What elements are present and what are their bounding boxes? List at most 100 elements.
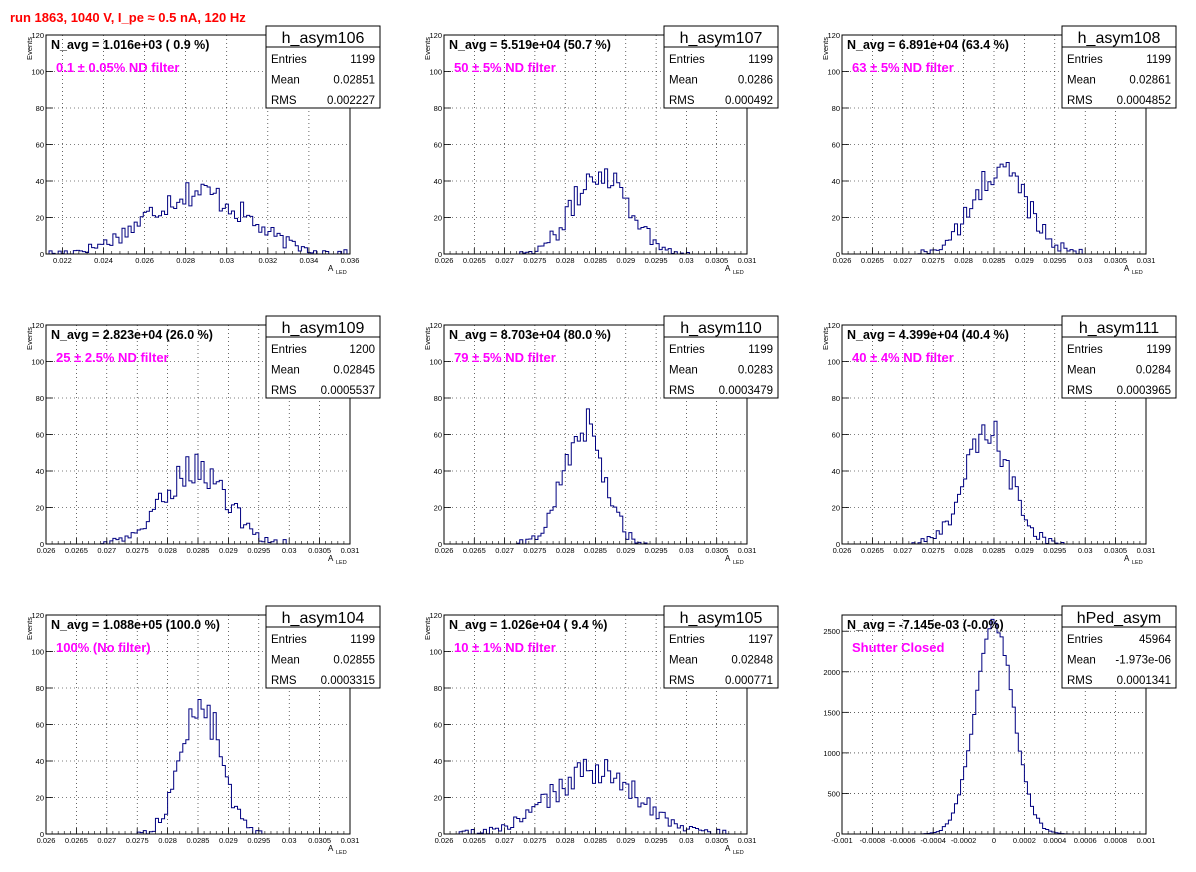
x-tick-label: 0.027 xyxy=(893,546,912,555)
x-tick-label: 0.0305 xyxy=(705,546,728,555)
y-tick-label: 60 xyxy=(36,431,44,440)
stats-label: Entries xyxy=(669,54,705,66)
y-tick-label: 60 xyxy=(832,431,840,440)
histogram-panel-h_asym107: 0.026 0.0265 0.027 0.0275 0.028 0.0285 0.029 0.… xyxy=(423,25,779,276)
x-tick-label: 0.031 xyxy=(738,836,757,845)
x-axis-title: A xyxy=(725,844,731,853)
stats-value: 1197 xyxy=(748,634,773,646)
x-tick-label: 0.029 xyxy=(1015,256,1034,265)
y-tick-label: 20 xyxy=(434,794,442,803)
stats-label: RMS xyxy=(1067,95,1093,107)
y-tick-label: 2000 xyxy=(823,668,840,677)
y-tick-label: 120 xyxy=(31,31,44,40)
x-tick-label: 0.0305 xyxy=(1104,546,1127,555)
y-tick-label: 60 xyxy=(832,141,840,150)
y-tick-label: 20 xyxy=(434,504,442,513)
stats-label: Entries xyxy=(271,344,307,356)
x-tick-label: 0.0265 xyxy=(463,836,486,845)
x-tick-label: 0.0305 xyxy=(705,256,728,265)
y-axis-title: Events xyxy=(821,37,830,60)
x-tick-label: 0.026 xyxy=(435,256,454,265)
x-tick-label: 0.0265 xyxy=(861,256,884,265)
x-tick-label: 0.0008 xyxy=(1104,836,1127,845)
x-tick-label: 0.0295 xyxy=(645,836,668,845)
stats-box xyxy=(663,25,779,109)
x-axis-title: A xyxy=(1124,554,1130,563)
y-tick-label: 100 xyxy=(31,68,44,77)
stats-label: Mean xyxy=(271,75,300,87)
x-tick-label: -0.0006 xyxy=(890,836,915,845)
x-tick-label: 0.027 xyxy=(97,836,116,845)
x-tick-label: 0.03 xyxy=(219,256,234,265)
filter-label: 100% (No filter) xyxy=(56,640,151,655)
y-tick-label-zero: 0 xyxy=(438,830,442,839)
stats-value: 0.02845 xyxy=(333,365,375,377)
histogram-panel-h_asym106: 0.022 0.024 0.026 0.028 0.03 0.032 0.034 0.036 2… xyxy=(25,25,381,276)
x-tick-label: 0.026 xyxy=(135,256,154,265)
stats-label: RMS xyxy=(669,95,695,107)
stats-value: 0.0286 xyxy=(738,75,773,87)
stats-value: 0.02851 xyxy=(333,75,375,87)
x-tick-label: 0.03 xyxy=(679,546,694,555)
y-tick-label: 20 xyxy=(36,504,44,513)
hist-name: hPed_asym xyxy=(1077,610,1162,627)
x-tick-label: 0.031 xyxy=(1137,546,1156,555)
y-tick-label: 100 xyxy=(827,358,840,367)
histogram-panel-hPed_asym: -0.001 -0.0008 -0.0006 -0.0004 -0.0002 0 0.000… xyxy=(823,605,1177,845)
x-tick-label: 0.034 xyxy=(300,256,319,265)
x-tick-label: 0.0285 xyxy=(187,836,210,845)
x-tick-label: 0.026 xyxy=(37,836,56,845)
x-tick-label: 0.028 xyxy=(158,546,177,555)
x-tick-label: 0.029 xyxy=(616,256,635,265)
x-axis-title-subscript: LED xyxy=(1132,270,1143,276)
y-axis-title: Events xyxy=(423,37,432,60)
x-tick-label: 0.0295 xyxy=(1043,546,1066,555)
stats-label: RMS xyxy=(271,385,297,397)
stats-value: 0.0003479 xyxy=(719,385,773,397)
stats-value: 0.02855 xyxy=(333,655,375,667)
y-tick-label: 1500 xyxy=(823,708,840,717)
stats-label: Entries xyxy=(1067,634,1103,646)
x-tick-label: 0.03 xyxy=(679,256,694,265)
x-tick-label: 0.03 xyxy=(1078,546,1093,555)
navg-label: N_avg = 6.891e+04 (63.4 %) xyxy=(847,38,1009,52)
y-tick-label: 120 xyxy=(827,321,840,330)
y-tick-label: 60 xyxy=(434,431,442,440)
y-tick-label: 100 xyxy=(429,358,442,367)
y-tick-label: 80 xyxy=(434,394,442,403)
stats-value: 1199 xyxy=(350,634,375,646)
x-tick-label: 0.0265 xyxy=(65,836,88,845)
y-tick-label: 40 xyxy=(36,757,44,766)
x-tick-label: 0.028 xyxy=(556,256,575,265)
x-tick-label: 0.029 xyxy=(219,836,238,845)
x-tick-label: -0.0008 xyxy=(860,836,885,845)
x-tick-label: -0.0004 xyxy=(920,836,945,845)
y-tick-label: 40 xyxy=(434,467,442,476)
stats-value: 0.0003315 xyxy=(321,675,375,687)
navg-label: N_avg = 1.026e+04 ( 9.4 %) xyxy=(449,618,607,632)
y-axis-title: Events xyxy=(25,37,34,60)
y-tick-label: 60 xyxy=(36,141,44,150)
stats-label: Entries xyxy=(1067,54,1103,66)
histogram-line xyxy=(842,161,1146,255)
stats-label: RMS xyxy=(669,675,695,687)
x-tick-label: 0.028 xyxy=(556,836,575,845)
y-tick-label-zero: 0 xyxy=(40,830,44,839)
filter-label: 79 ± 5% ND filter xyxy=(454,350,556,365)
x-tick-label: 0.029 xyxy=(219,546,238,555)
y-tick-label: 120 xyxy=(827,31,840,40)
stats-label: RMS xyxy=(271,95,297,107)
filter-label: 63 ± 5% ND filter xyxy=(852,60,954,75)
hist-name: h_asym104 xyxy=(282,610,365,627)
stats-label: Mean xyxy=(1067,75,1096,87)
x-tick-label: 0.0275 xyxy=(922,256,945,265)
run-title: run 1863, 1040 V, I_pe ≈ 0.5 nA, 120 Hz xyxy=(10,10,246,25)
x-axis-title-subscript: LED xyxy=(336,850,347,856)
x-tick-label: 0.028 xyxy=(954,546,973,555)
y-axis-title: Events xyxy=(25,327,34,350)
histogram-panel-h_asym111: 0.026 0.0265 0.027 0.0275 0.028 0.0285 0.029 0.… xyxy=(821,315,1177,566)
x-tick-label: 0.0285 xyxy=(584,836,607,845)
x-axis-title-subscript: LED xyxy=(733,270,744,276)
filter-label: 0.1 ± 0.05% ND filter xyxy=(56,60,179,75)
